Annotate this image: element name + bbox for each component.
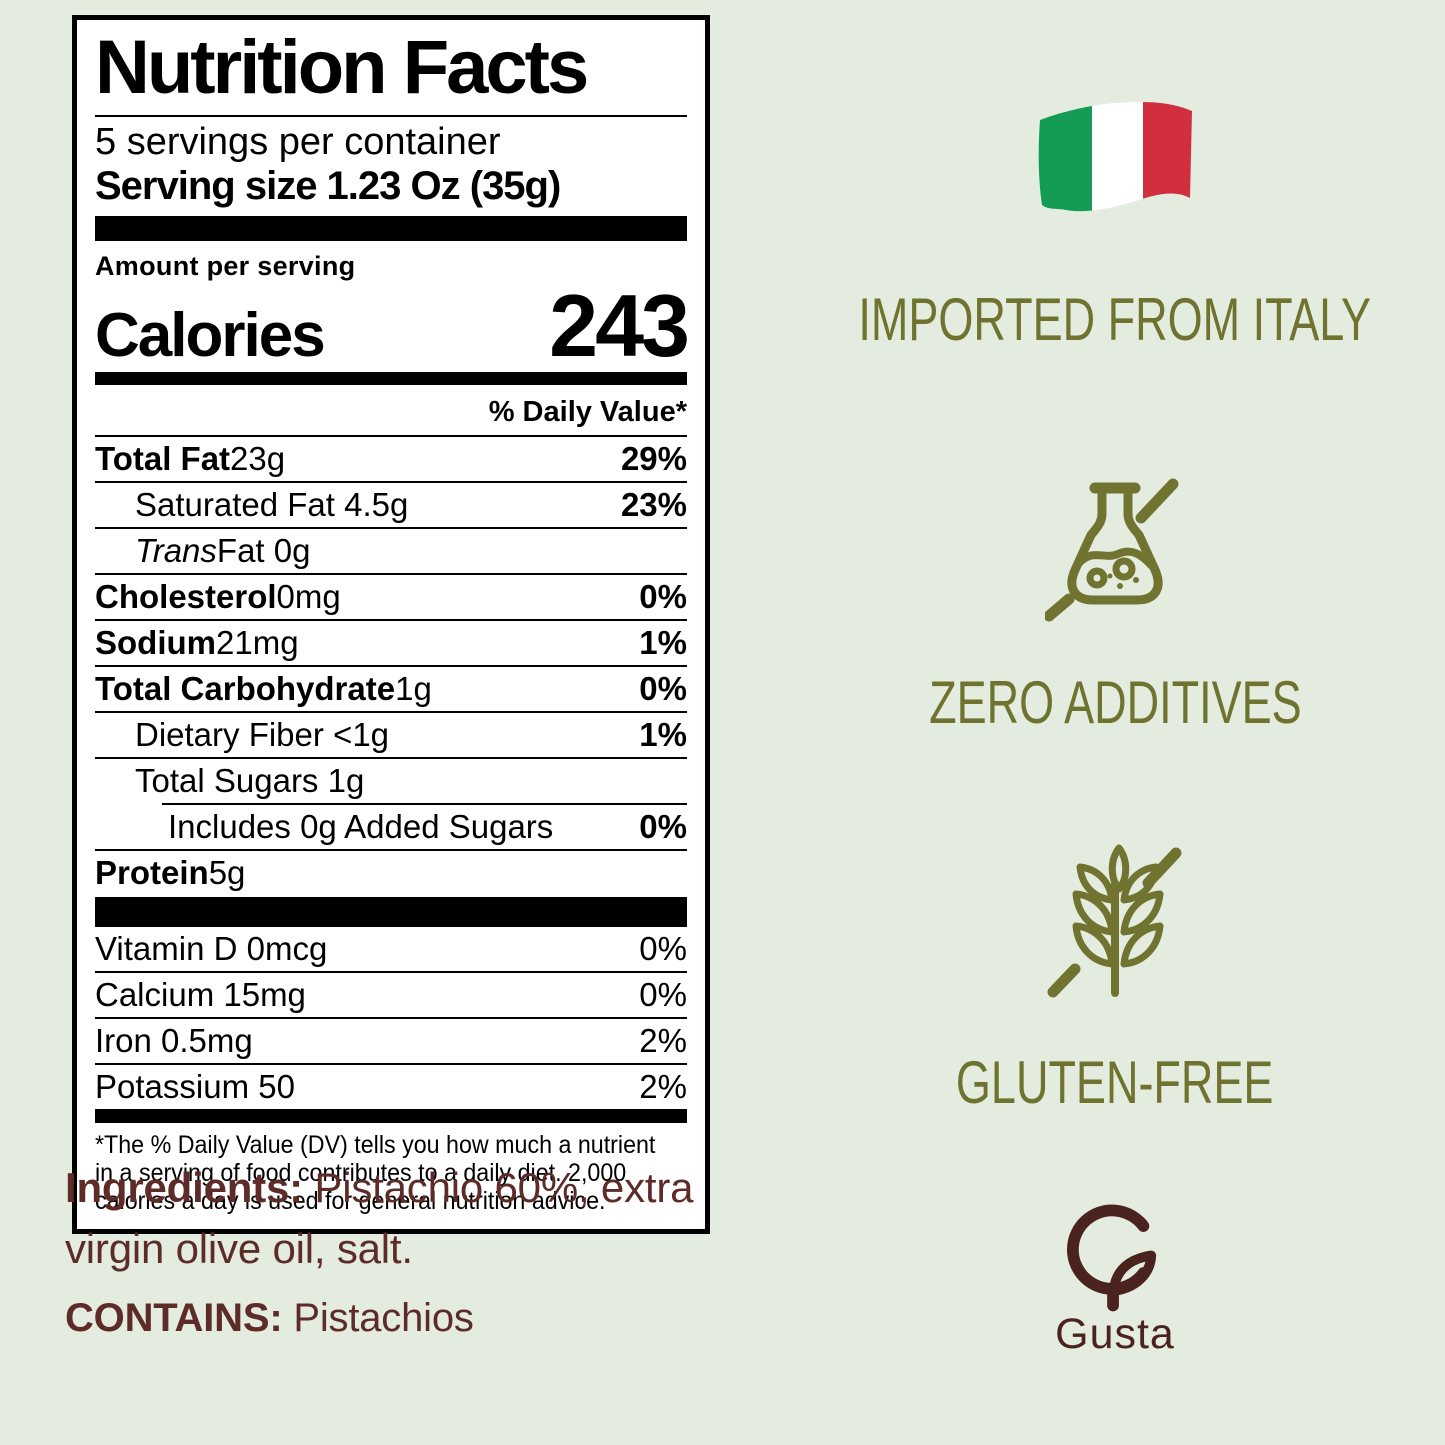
gluten-free-label: GLUTEN-FREE — [956, 1049, 1274, 1116]
micronutrient-row: Vitamin D 0mcg 0% — [95, 930, 687, 968]
nutrient-row: Protein 5g — [95, 854, 246, 892]
hairline-rule — [162, 803, 687, 806]
nutrient-row: Trans Fat 0g — [135, 532, 311, 570]
nutrient-row: Includes 0g Added Sugars 0% — [168, 808, 687, 846]
italy-flag-icon — [822, 98, 1408, 223]
hairline-rule — [95, 527, 687, 530]
micronutrient-rows: Vitamin D 0mcg 0% Calcium 15mg 0% Iron 0.5mg… — [95, 927, 687, 1109]
calories-value: 243 — [549, 276, 690, 376]
contains-text: Pistachios — [282, 1296, 474, 1340]
daily-value-header: % Daily Value* — [95, 385, 687, 438]
nutrient-row: Total Sugars 1g — [135, 762, 365, 800]
micronutrient-row: Iron 0.5mg 2% — [95, 1022, 687, 1060]
gluten-free-wheat-icon — [822, 840, 1408, 1000]
calories-label: Calories — [95, 301, 326, 371]
imported-from-italy-label: IMPORTED FROM ITALY — [858, 286, 1372, 353]
thick-divider-bar — [95, 216, 687, 242]
nutrient-row: Total Carbohydrate 1g 0% — [95, 670, 687, 708]
ingredients-line: Ingredients: Pistachio 60%, extra virgin… — [65, 1158, 755, 1280]
hairline-rule — [95, 1063, 687, 1066]
calories-row: Calories 243 — [95, 276, 690, 376]
nutrient-row: Sodium 21mg 1% — [95, 624, 687, 662]
ingredients-label: Ingredients: — [65, 1164, 303, 1211]
imported-from-italy-badge: IMPORTED FROM ITALY — [822, 285, 1408, 354]
hairline-rule — [95, 849, 687, 852]
nutrient-row: Saturated Fat 4.5g 23% — [135, 486, 687, 524]
contains-label: CONTAINS: — [65, 1296, 283, 1340]
nutrient-rows: Total Fat 23g 29% Saturated Fat 4.5g 23% Tra… — [95, 437, 687, 895]
hairline-rule — [95, 711, 687, 714]
footnote-line: calories a day is used for general nutri… — [95, 1187, 606, 1216]
hairline-rule — [95, 573, 687, 576]
gluten-free-badge: GLUTEN-FREE — [822, 1048, 1408, 1117]
no-additives-flask-icon — [822, 478, 1408, 623]
gusta-brand-name: Gusta — [1055, 1310, 1175, 1358]
label-title: Nutrition Facts — [95, 30, 687, 117]
amount-per-serving: Amount per serving — [95, 251, 356, 282]
footnote-line: *The % Daily Value (DV) tells you how mu… — [95, 1131, 656, 1160]
gusta-leaf-logo — [822, 1198, 1408, 1312]
daily-value-footnote: *The % Daily Value (DV) tells you how mu… — [95, 1123, 687, 1215]
micronutrient-row: Calcium 15mg 0% — [95, 976, 687, 1014]
footnote-line: in a serving of food contributes to a da… — [95, 1159, 627, 1188]
zero-additives-label: ZERO ADDITIVES — [928, 669, 1302, 736]
thick-divider-bar — [95, 897, 687, 928]
hairline-rule — [95, 757, 687, 760]
hairline-rule — [95, 971, 687, 974]
zero-additives-badge: ZERO ADDITIVES — [822, 668, 1408, 737]
badge-column: IMPORTED FROM ITALY ZERO ADDITIVES — [822, 0, 1408, 1445]
hairline-rule — [95, 619, 687, 622]
ingredients-text: Pistachio 60%, extra virgin olive oil, s… — [65, 1164, 694, 1272]
nutrient-row: Cholesterol 0mg 0% — [95, 578, 687, 616]
nutrient-row: Total Fat 23g 29% — [95, 440, 687, 478]
micronutrient-row: Potassium 50 2% — [95, 1068, 687, 1106]
contains-line: CONTAINS: Pistachios — [65, 1296, 755, 1341]
small-divider-bar — [95, 1109, 687, 1124]
medium-divider-bar — [95, 372, 687, 386]
nutrition-facts-label: Nutrition Facts 5 servings per container… — [72, 15, 710, 1235]
hairline-rule — [95, 665, 687, 668]
serving-size: Serving size 1.23 Oz (35g) — [95, 163, 561, 208]
nutrient-row: Dietary Fiber <1g 1% — [135, 716, 687, 754]
hairline-rule — [95, 1017, 687, 1020]
hairline-rule — [95, 481, 687, 484]
servings-per-container: 5 servings per container — [95, 121, 501, 163]
